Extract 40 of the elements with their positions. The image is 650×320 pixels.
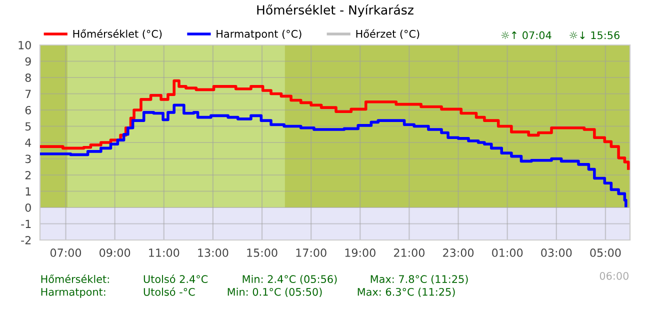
y-tick-label: 6: [25, 106, 31, 114]
x-tick-label: 19:00: [345, 248, 376, 257]
text: Min: 2.4°C (05:56): [242, 274, 337, 284]
text: Min: 0.1°C (05:50): [228, 288, 322, 298]
chart-title: Hőmérséklet - Nyírkarász: [257, 4, 414, 18]
x-tick-label: 11:00: [149, 248, 180, 257]
y-tick-label: 3: [25, 154, 31, 164]
legend-label: Hőérzet (°C): [356, 29, 420, 39]
y-tick-label: 5: [25, 122, 31, 131]
y-tick-label: -2: [21, 236, 31, 244]
text: 06:00: [600, 272, 629, 280]
x-tick-label: 07:00: [50, 248, 82, 257]
y-tick-label: 1: [26, 187, 31, 196]
x-tick-label: 15:00: [247, 248, 278, 257]
text: ☼↓ 15:56: [570, 31, 620, 40]
y-tick-label: 9: [25, 57, 31, 66]
y-tick-label: -1: [21, 220, 31, 228]
text: Max: 6.3°C (11:25): [358, 288, 455, 298]
y-tick-label: 0: [25, 203, 31, 212]
y-tick-label: 10: [18, 40, 31, 50]
text: Utolsó -°C: [144, 287, 195, 296]
x-tick-label: 01:00: [492, 248, 523, 257]
y-tick-label: 4: [25, 138, 32, 147]
text: Harmatpont:: [41, 288, 106, 298]
y-tick-label: 8: [25, 73, 31, 82]
x-tick-label: 23:00: [443, 248, 474, 257]
y-tick-label: 7: [26, 90, 31, 98]
text: Hőmérséklet:: [41, 274, 109, 284]
x-tick-label: 09:00: [100, 248, 130, 257]
text: Max: 7.8°C (11:25): [370, 274, 468, 284]
legend-label: Hőmérséklet (°C): [73, 29, 162, 39]
y-tick-label: 2: [25, 170, 31, 180]
x-tick-label: 17:00: [296, 248, 326, 257]
x-tick-label: 21:00: [394, 248, 424, 257]
text: Utolsó 2.4°C: [144, 274, 208, 284]
text: ☼↑ 07:04: [501, 31, 552, 40]
x-tick-label: 13:00: [198, 248, 228, 257]
x-tick-label: 05:00: [590, 248, 621, 257]
x-tick-label: 03:00: [541, 248, 572, 257]
legend-label: Harmatpont (°C): [216, 30, 302, 40]
